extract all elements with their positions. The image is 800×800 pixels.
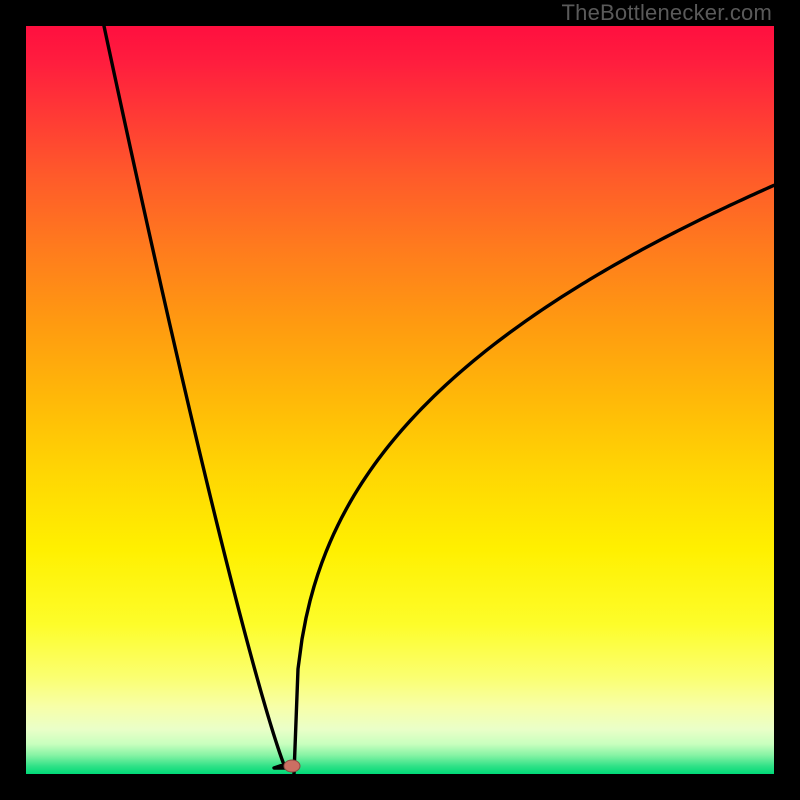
watermark-text: TheBottlenecker.com (562, 0, 772, 26)
optimal-point-marker (284, 760, 300, 772)
plot-area (26, 26, 774, 774)
bottleneck-curve (26, 26, 774, 774)
bottleneck-curve-path (104, 26, 774, 774)
chart-frame: TheBottlenecker.com (0, 0, 800, 800)
